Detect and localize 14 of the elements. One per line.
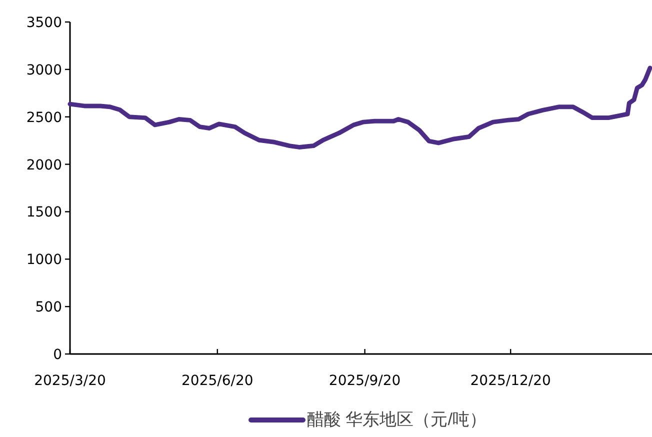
- y-tick-label: 500: [35, 300, 62, 316]
- y-tick-label: 2500: [26, 110, 62, 126]
- y-tick-label: 3000: [26, 62, 62, 78]
- x-tick-label: 2025/6/20: [182, 373, 254, 389]
- x-tick-label: 2025/9/20: [328, 373, 401, 389]
- y-tick-label: 1000: [26, 252, 62, 268]
- y-tick-label: 1500: [26, 204, 62, 221]
- y-tick-label: 3500: [26, 15, 62, 31]
- x-tick-label: 2025/12/20: [470, 373, 551, 389]
- y-tick-label: 2000: [26, 157, 62, 174]
- x-tick-label: 2025/3/20: [34, 373, 106, 389]
- line-series: [68, 66, 652, 150]
- y-tick-label: 0: [53, 347, 62, 363]
- legend-label: 醋酸 华东地区（元/吨）: [307, 410, 486, 429]
